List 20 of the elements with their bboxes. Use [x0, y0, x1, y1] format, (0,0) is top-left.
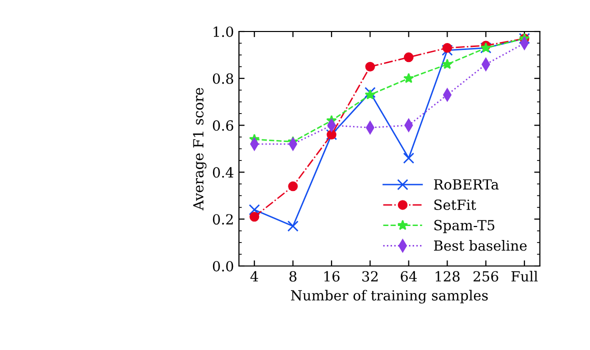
- x-tick-label: 32: [362, 271, 378, 282]
- y-tick-label: 0.0: [212, 260, 234, 272]
- x-tick-label: 128: [436, 271, 460, 282]
- y-tick-label: 0.4: [212, 167, 234, 178]
- x-tick-label: Full: [511, 270, 538, 282]
- y-tick-label: 0.8: [212, 73, 234, 84]
- legend-label: SetFit: [434, 200, 476, 210]
- y-tick-label: 1.0: [214, 26, 234, 37]
- x-tick-label: 16: [324, 271, 340, 282]
- y-tick-label: 0.2: [212, 214, 233, 225]
- x-tick-label: 8: [289, 271, 296, 282]
- legend-label: Best baseline: [434, 240, 527, 251]
- legend-label: Spam-T5: [434, 220, 494, 234]
- x-tick-label: 64: [400, 271, 417, 282]
- x-tick-label: 256: [474, 271, 498, 282]
- x-axis-title: Number of training samples: [290, 290, 488, 304]
- y-tick-label: 0.6: [212, 120, 234, 131]
- x-tick-label: 4: [250, 271, 258, 282]
- y-axis-title: Average F1 score: [193, 88, 206, 210]
- legend-label: RoBERTa: [434, 179, 499, 190]
